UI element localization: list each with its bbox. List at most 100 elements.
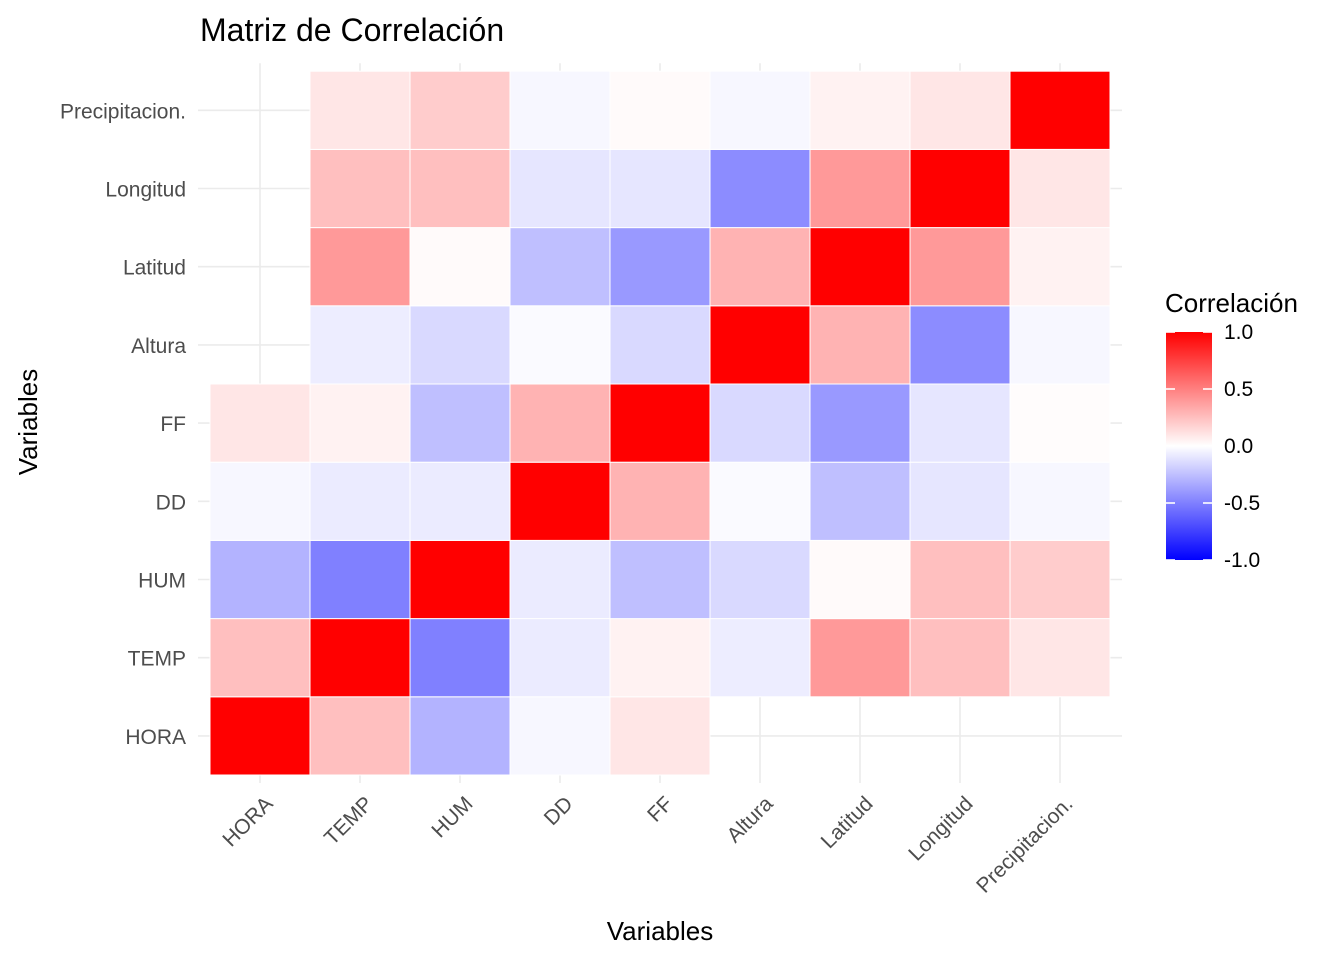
heatmap-cell <box>909 618 1011 698</box>
heatmap-cell <box>709 227 811 307</box>
heatmap-cell <box>609 148 711 229</box>
heatmap-cell <box>309 539 411 620</box>
heatmap-cell <box>709 148 811 229</box>
heatmap-cell <box>909 305 1011 385</box>
heatmap-cell <box>709 70 811 150</box>
heatmap-cell <box>1009 461 1111 541</box>
heatmap-cell <box>409 383 511 463</box>
x-axis-ticks: HORA TEMP HUM DD FF Altura Latitud LongitudPrec… <box>218 792 1077 898</box>
heatmap-cell <box>809 383 911 463</box>
legend: Correlación 1.0 0.5 0.0 -0.5 -1.0 <box>1165 288 1298 572</box>
legend-tick-label: 0.0 <box>1224 435 1253 458</box>
heatmap-cell <box>709 383 811 463</box>
heatmap-cell <box>409 70 511 150</box>
heatmap-cell <box>409 618 511 698</box>
x-tick-label: TEMP <box>320 792 378 850</box>
legend-tick-label: 1.0 <box>1224 321 1253 344</box>
heatmap-cell <box>509 383 611 463</box>
heatmap-cell <box>409 696 511 776</box>
heatmap-cell <box>509 148 611 229</box>
heatmap-cell <box>409 461 511 541</box>
y-tick-label: HORA <box>125 726 186 749</box>
heatmap-cell <box>709 461 811 541</box>
y-tick-label: Latitud <box>123 257 186 280</box>
y-tick-label: DD <box>156 491 186 514</box>
y-tick-label: Precipitacion. <box>60 100 186 123</box>
heatmap-cell <box>909 70 1011 150</box>
x-tick-label: FF <box>643 792 677 826</box>
heatmap-cell <box>809 305 911 385</box>
x-tick-label: Precipitacion. <box>972 792 1077 897</box>
heatmap-cell <box>609 227 711 307</box>
heatmap-cell <box>309 383 411 463</box>
heatmap-cell <box>209 696 311 776</box>
heatmap-cell <box>509 227 611 307</box>
heatmap-cell <box>409 227 511 307</box>
heatmap-cell <box>1009 227 1111 307</box>
heatmap-cell <box>409 305 511 385</box>
heatmap-cell <box>609 383 711 463</box>
heatmap-cell <box>209 539 311 620</box>
heatmap-cell <box>309 148 411 229</box>
heatmap-cell <box>209 383 311 463</box>
heatmap-cell <box>809 618 911 698</box>
heatmap-cell <box>1009 383 1111 463</box>
y-axis-ticks: HORA TEMP HUM DD FF Altura Latitud Longitud Prec… <box>60 100 186 749</box>
x-tick-label: DD <box>540 792 578 830</box>
heatmap-cell <box>709 539 811 620</box>
heatmap-cell <box>509 618 611 698</box>
legend-tick-label: 0.5 <box>1224 378 1253 401</box>
heatmap-cell <box>909 539 1011 620</box>
heatmap-cell <box>309 618 411 698</box>
heatmap-cell <box>309 70 411 150</box>
heatmap-cell <box>209 461 311 541</box>
y-tick-label: TEMP <box>128 648 186 671</box>
heatmap-cell <box>609 618 711 698</box>
heatmap-cell <box>1009 539 1111 620</box>
heatmap-cell <box>509 696 611 776</box>
heatmap-cell <box>1009 148 1111 229</box>
heatmap-cell <box>609 539 711 620</box>
x-tick-label: HORA <box>218 792 277 851</box>
heatmap-cell <box>209 618 311 698</box>
heatmap-cell <box>609 70 711 150</box>
heatmap-cell <box>509 70 611 150</box>
x-axis-title: Variables <box>607 916 713 946</box>
legend-tick-label: -0.5 <box>1224 492 1260 515</box>
heatmap-cell <box>809 539 911 620</box>
y-axis-title: Variables <box>13 369 43 475</box>
heatmap-cell <box>509 305 611 385</box>
heatmap-cell <box>809 227 911 307</box>
x-tick-label: Altura <box>722 792 777 847</box>
heatmap-cell <box>809 70 911 150</box>
heatmap-cell <box>1009 70 1111 150</box>
heatmap-cell <box>609 696 711 776</box>
x-tick-label: HUM <box>427 792 477 842</box>
chart-title: Matriz de Correlación <box>200 12 504 48</box>
y-tick-label: FF <box>160 413 186 436</box>
legend-tick-label: -1.0 <box>1224 549 1260 572</box>
heatmap-cell <box>909 227 1011 307</box>
heatmap-cell <box>909 461 1011 541</box>
y-tick-label: HUM <box>138 570 186 593</box>
heatmap-tiles <box>209 70 1111 776</box>
heatmap-cell <box>309 227 411 307</box>
x-tick-label: Latitud <box>817 792 878 853</box>
heatmap-cell <box>609 461 711 541</box>
heatmap-cell <box>909 383 1011 463</box>
y-tick-label: Longitud <box>105 179 186 202</box>
heatmap-cell <box>509 539 611 620</box>
heatmap-cell <box>1009 618 1111 698</box>
heatmap-cell <box>809 148 911 229</box>
heatmap-cell <box>509 461 611 541</box>
heatmap-cell <box>309 461 411 541</box>
heatmap-cell <box>809 461 911 541</box>
heatmap-cell <box>709 305 811 385</box>
heatmap-cell <box>909 148 1011 229</box>
y-tick-label: Altura <box>131 335 186 358</box>
heatmap-cell <box>309 696 411 776</box>
legend-title: Correlación <box>1165 288 1298 318</box>
x-tick-label: Longitud <box>904 792 977 865</box>
heatmap-cell <box>409 148 511 229</box>
